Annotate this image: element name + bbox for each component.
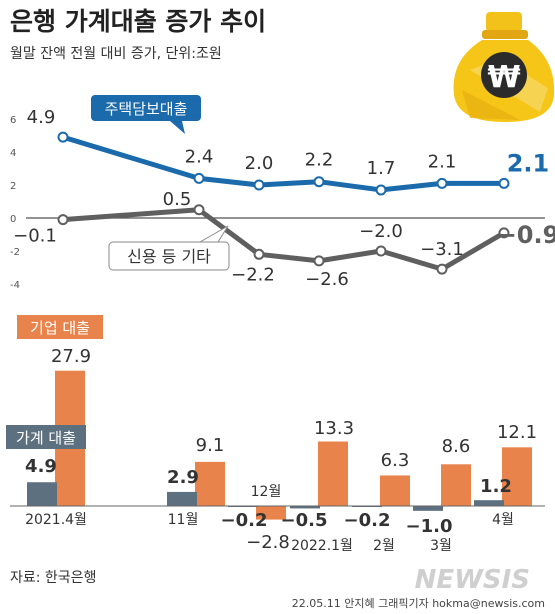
x-axis-label: 3월: [430, 538, 452, 554]
corporate-loan-value-label: 8.6: [442, 436, 471, 457]
mortgage-point: [193, 172, 205, 184]
y-tick-label: 6: [10, 115, 16, 126]
corporate-loan-bar: [502, 447, 532, 506]
credit-line: 22.05.11 안지혜 그래픽기자 hokma@newsis.com: [292, 597, 545, 610]
mortgage-legend-box: [91, 95, 201, 121]
household-loan-value-label: 2.9: [167, 467, 199, 488]
household-loan-value-label: −0.5: [281, 510, 328, 531]
mortgage-point: [313, 176, 325, 188]
chart-title: 은행 가계대출 증가 추이: [10, 7, 266, 36]
corporate-loan-bar: [195, 461, 225, 506]
corporate-loan-value-label: 13.3: [314, 418, 354, 439]
mortgage-value-label: 4.9: [27, 107, 56, 128]
credit-legend-box: [108, 241, 230, 271]
credit-point: [375, 245, 387, 257]
corporate-loan-value-label: 6.3: [381, 450, 410, 471]
credit-value-label: −3.1: [420, 239, 464, 260]
household-loan-value-label: −0.2: [221, 510, 268, 531]
mortgage-legend-pointer: [170, 121, 185, 134]
corporate-loan-bar: [256, 506, 286, 520]
corporate-loan-value-label: 9.1: [196, 435, 225, 456]
corporate-loan-bar: [318, 441, 348, 506]
household-legend-label: 가계 대출: [16, 429, 76, 447]
household-loan-value-label: −0.2: [344, 510, 391, 531]
credit-point: [57, 214, 69, 226]
mortgage-point: [57, 131, 69, 143]
credit-point: [253, 248, 265, 260]
y-tick-label: -2: [10, 247, 20, 258]
bar-chart: 27.99.1−2.813.36.38.612.14.92.9−0.2 −0.5−…: [6, 315, 545, 554]
svg-text:₩: ₩: [487, 60, 520, 95]
chart-subtitle: 월말 잔액 전월 대비 증가, 단위:조원: [10, 46, 222, 62]
money-bag-won-icon: ₩: [453, 12, 555, 122]
y-tick-label: 0: [10, 214, 16, 225]
x-axis-label: 2021.4월: [25, 512, 87, 528]
line-chart: -4 -2 0 2 4 6 4.9 2.4 2.0 2.2 1.7 2.1 2.1 −0.1 0.5 −2.…: [10, 95, 555, 291]
mortgage-value-label: 2.2: [305, 150, 334, 171]
household-loan-value-label: 1.2: [480, 476, 512, 497]
household-loan-bar: [413, 506, 443, 511]
credit-value-label: −2.0: [359, 221, 403, 242]
household-loan-bar: [27, 482, 57, 506]
credit-value-label: −2.2: [231, 264, 275, 285]
credit-legend-label: 신용 등 기타: [127, 247, 211, 266]
mortgage-value-label: 2.4: [185, 146, 214, 167]
newsis-logo: NEWSIS: [415, 565, 530, 595]
household-loan-bar: [167, 491, 197, 506]
credit-point: [193, 204, 205, 216]
corporate-loan-bar: [380, 475, 410, 506]
corporate-loan-value-label: 27.9: [51, 346, 91, 367]
mortgage-value-label: 2.1: [507, 149, 550, 177]
x-axis-label: 2022.1월: [291, 538, 353, 554]
corporate-legend-box: [17, 315, 103, 339]
credit-value-label: −0.9: [497, 221, 555, 249]
y-tick-label: 4: [10, 148, 16, 159]
credit-value-label: −2.6: [305, 269, 349, 290]
x-axis-label: 4월: [492, 512, 514, 528]
credit-point: [313, 255, 325, 267]
mortgage-value-label: 1.7: [367, 158, 396, 179]
credit-value-label: 0.5: [163, 189, 192, 210]
mortgage-point: [498, 177, 510, 189]
corporate-legend-label: 기업 대출: [30, 319, 90, 337]
household-loan-value-label: −1.0: [406, 516, 453, 537]
corporate-loan-value-label: −2.8: [246, 532, 290, 553]
x-axis-label: 11월: [168, 512, 199, 528]
source-note: 자료: 한국은행: [10, 570, 96, 586]
mortgage-point: [436, 177, 448, 189]
x-axis-label: 12월: [251, 484, 282, 500]
household-loan-bar: [474, 500, 504, 506]
credit-point: [498, 227, 510, 239]
mortgage-value-label: 2.1: [428, 151, 457, 172]
corporate-loan-bar: [441, 464, 471, 506]
y-tick-label: 2: [10, 181, 16, 192]
mortgage-point: [375, 184, 387, 196]
credit-legend-pointer: [198, 225, 229, 243]
mortgage-point: [253, 179, 265, 191]
x-axis-label: 2월: [373, 538, 395, 554]
credit-point: [436, 263, 448, 275]
corporate-loan-value-label: 12.1: [497, 422, 537, 443]
y-tick-label: -4: [10, 280, 20, 291]
household-loan-value-label: 4.9: [25, 456, 57, 477]
mortgage-value-label: 2.0: [245, 153, 274, 174]
mortgage-legend-label: 주택담보대출: [105, 100, 188, 118]
household-loan-bar: [290, 506, 320, 509]
household-legend-box: [6, 425, 86, 449]
credit-value-label: −0.1: [13, 226, 57, 247]
